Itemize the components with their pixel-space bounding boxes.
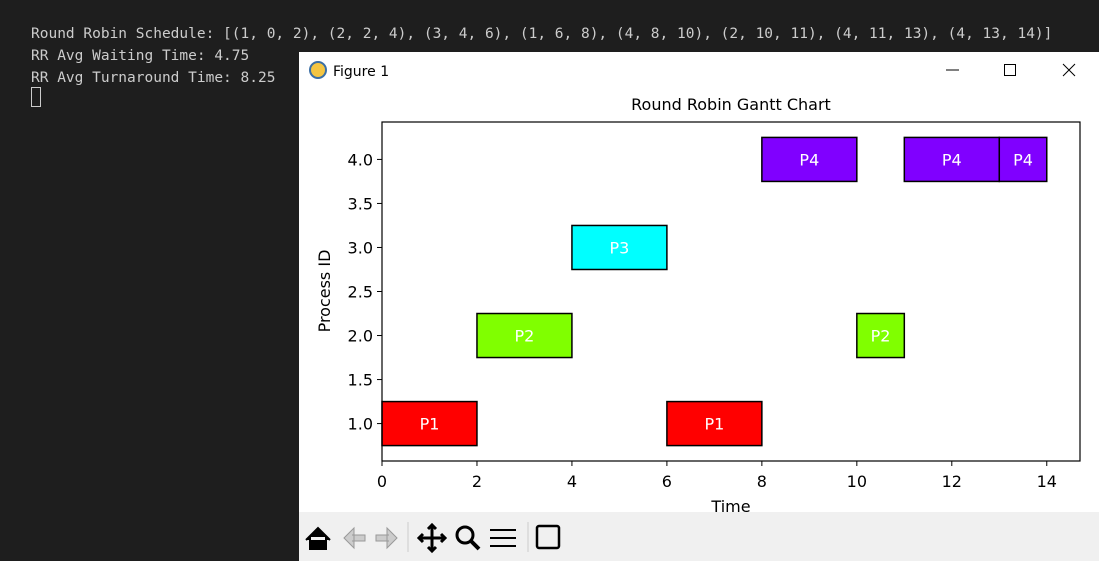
y-tick-label: 1.5 [348, 371, 373, 390]
bar-label: P1 [704, 415, 724, 434]
gantt-bar [856, 312, 906, 359]
forward-button[interactable] [375, 526, 398, 550]
x-tick-label: 6 [662, 472, 672, 491]
y-tick-label: 2.0 [348, 327, 373, 346]
y-tick-label: 3.0 [348, 238, 373, 257]
gantt-bar [903, 136, 1001, 183]
bar-label: P2 [871, 327, 891, 346]
cursor [31, 87, 41, 107]
configure-button[interactable] [490, 529, 516, 547]
zoom-button[interactable] [455, 525, 475, 545]
home-button[interactable] [305, 526, 331, 550]
gantt-bar [666, 400, 763, 447]
gantt-bar [381, 400, 478, 447]
bar-label: P4 [1013, 150, 1033, 169]
bar-label: P2 [515, 327, 535, 346]
y-axis-label: Process ID [315, 250, 334, 333]
y-tick-label: 4.0 [348, 150, 373, 169]
x-tick-label: 12 [942, 472, 962, 491]
zoom-handle [469, 539, 481, 551]
close-button[interactable] [1062, 63, 1076, 77]
gantt-bar [476, 312, 573, 359]
plot-frame [381, 121, 1081, 462]
y-tick-label: 3.5 [348, 194, 373, 213]
pan-button[interactable] [416, 522, 448, 554]
x-tick-label: 10 [847, 472, 867, 491]
y-tick-label: 1.0 [348, 415, 373, 434]
bar-label: P4 [942, 150, 962, 169]
gantt-bar [998, 136, 1048, 183]
gantt-bar [761, 136, 858, 183]
maximize-button[interactable] [1004, 64, 1016, 76]
y-tick-label: 2.5 [348, 283, 373, 302]
figure-window [299, 52, 1099, 561]
x-tick-label: 4 [567, 472, 577, 491]
bar-label: P1 [420, 415, 440, 434]
x-tick-label: 8 [757, 472, 767, 491]
x-tick-label: 0 [377, 472, 387, 491]
x-tick-label: 2 [472, 472, 482, 491]
window-title: Figure 1 [333, 64, 389, 80]
terminal-line: RR Avg Turnaround Time: 8.25 [31, 70, 275, 86]
x-tick-label: 14 [1037, 472, 1057, 491]
chart-title: Round Robin Gantt Chart [631, 95, 831, 114]
bar-label: P4 [799, 150, 819, 169]
bar-label: P3 [610, 238, 630, 257]
x-axis-label: Time [710, 497, 750, 516]
window-icon [309, 61, 327, 79]
terminal-line: Round Robin Schedule: [(1, 0, 2), (2, 2,… [31, 26, 1052, 42]
gantt-bar [571, 224, 668, 271]
save-button[interactable] [535, 524, 561, 550]
back-button[interactable] [343, 526, 366, 550]
terminal-line: RR Avg Waiting Time: 4.75 [31, 48, 249, 64]
